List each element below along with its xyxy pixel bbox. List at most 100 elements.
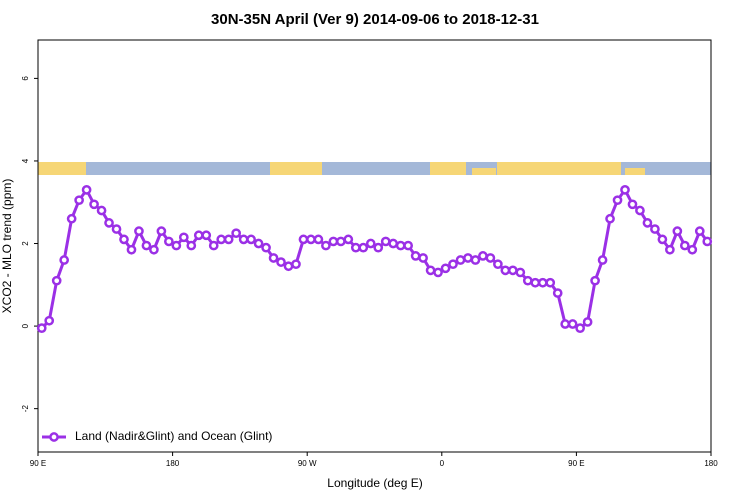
data-point (358, 242, 369, 253)
data-point (545, 277, 556, 288)
data-point (276, 257, 286, 267)
data-point (298, 234, 309, 245)
data-point (590, 275, 600, 286)
data-point (575, 323, 585, 334)
data-point (321, 240, 331, 251)
data-point (522, 275, 533, 286)
data-point (66, 213, 77, 224)
data-point (530, 277, 541, 288)
data-point (253, 238, 264, 249)
data-point (238, 234, 249, 245)
data-point (306, 234, 316, 245)
data-point (365, 238, 376, 249)
data-point (515, 267, 526, 278)
data-point (612, 195, 623, 206)
data-point (231, 228, 242, 239)
data-point (283, 261, 294, 272)
x-tick-label: 90 W (298, 459, 317, 468)
data-point (552, 288, 563, 298)
data-point (104, 218, 114, 228)
data-point (380, 236, 391, 247)
data-point (500, 265, 511, 276)
data-point (665, 244, 675, 255)
x-tick-label: 90 E (568, 459, 584, 468)
data-point (694, 226, 705, 236)
data-point (350, 242, 361, 253)
data-point (59, 255, 70, 265)
data-point (44, 315, 55, 326)
data-point (463, 253, 473, 263)
data-point (216, 234, 227, 245)
data-point (111, 224, 122, 234)
x-tick-label: 180 (704, 459, 718, 468)
x-tick-label: 0 (440, 459, 445, 468)
y-tick-label: -2 (21, 405, 30, 413)
data-point (702, 236, 713, 247)
data-point (149, 244, 159, 255)
y-axis-label: XCO2 - MLO trend (ppm) (0, 179, 14, 314)
data-point (96, 205, 107, 216)
data-point (74, 195, 84, 206)
data-point (164, 236, 174, 247)
data-point (567, 319, 578, 329)
data-point (395, 240, 406, 251)
data-point (373, 242, 384, 253)
data-point (605, 213, 615, 224)
land-band (625, 168, 645, 175)
data-point (620, 185, 630, 195)
data-point (478, 251, 488, 261)
data-point (261, 242, 271, 253)
data-point (485, 253, 496, 263)
data-point (134, 226, 144, 236)
y-tick-label: 0 (21, 323, 30, 328)
data-point (246, 234, 256, 245)
land-band (430, 162, 466, 175)
data-point (141, 240, 152, 251)
data-point (223, 234, 234, 245)
data-point (208, 240, 219, 251)
plot-frame (37, 39, 712, 453)
data-point (440, 263, 451, 274)
data-point (291, 259, 301, 270)
legend (39, 424, 279, 450)
data-point (119, 234, 129, 245)
data-point (642, 218, 653, 228)
data-line (40, 187, 709, 330)
y-tick-label: 4 (21, 158, 30, 163)
data-point (171, 240, 182, 251)
y-tick-label: 6 (21, 76, 30, 81)
data-point (657, 234, 668, 245)
data-point (178, 232, 189, 243)
data-point (560, 319, 571, 329)
data-point (672, 226, 683, 236)
data-point (268, 253, 279, 263)
land-ocean-band (38, 162, 711, 175)
data-point (650, 224, 660, 234)
data-point (328, 236, 339, 247)
data-point (313, 234, 324, 245)
data-point (201, 230, 212, 241)
data-point (126, 244, 137, 255)
data-point (403, 240, 413, 251)
data-point (627, 199, 638, 210)
data-point (507, 265, 518, 276)
legend-marker (49, 432, 59, 442)
y-tick-label: 2 (21, 241, 30, 246)
data-point (448, 259, 458, 270)
x-tick-label: 90 E (30, 459, 46, 468)
data-point (51, 275, 62, 286)
data-point (36, 323, 47, 334)
data-point (679, 240, 690, 251)
data-point (597, 255, 608, 265)
data-point (470, 255, 481, 265)
data-point (582, 317, 593, 327)
data-point (336, 236, 346, 247)
x-tick-label: 180 (166, 459, 180, 468)
data-point (687, 244, 698, 255)
x-axis-label: Longitude (deg E) (327, 476, 422, 490)
land-band (472, 168, 496, 175)
data-point (410, 251, 421, 261)
land-band (38, 162, 86, 175)
legend-label: Land (Nadir&Glint) and Ocean (Glint) (75, 429, 272, 443)
